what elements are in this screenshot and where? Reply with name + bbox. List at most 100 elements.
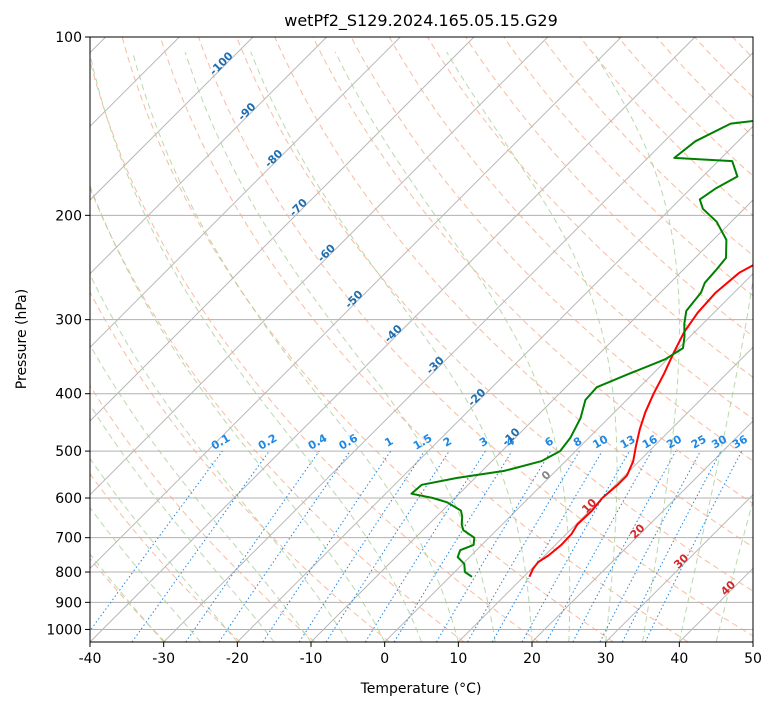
- moist-adiabat-line: [250, 51, 533, 642]
- dry-adiabat-line: [694, 37, 753, 98]
- isotherm-line: [163, 51, 753, 642]
- y-tick-label: 400: [55, 387, 82, 403]
- x-axis-label: Temperature (°C): [360, 681, 482, 697]
- y-tick-label: 800: [55, 565, 82, 581]
- mixing-ratio-lines: [90, 450, 743, 642]
- dry-adiabat-label: -30: [424, 354, 447, 377]
- mixing-ratio-line: [325, 450, 450, 642]
- moist-adiabat-line: [446, 51, 618, 642]
- dry-adiabat-label: -20: [465, 386, 488, 409]
- dry-adiabat-line: [541, 37, 753, 257]
- dry-adiabat-line: [350, 37, 753, 462]
- y-axis: 100 200 300 400 500 600 700 800 900 1000: [46, 30, 90, 638]
- mixing-ratio-line: [467, 450, 580, 642]
- mixing-ratio-line: [218, 450, 351, 642]
- x-tick-label: -10: [300, 651, 323, 667]
- isotherm-line: [384, 272, 753, 642]
- mixing-ratio-line: [521, 450, 630, 642]
- mixing-ratio-label: 1: [382, 435, 395, 450]
- isotherm-line: [90, 37, 254, 201]
- moist-adiabat-line: [715, 499, 753, 642]
- isotherm-line: [752, 641, 753, 642]
- x-tick-label: 0: [380, 651, 389, 667]
- mixing-ratio-label: 20: [664, 432, 684, 451]
- mixing-ratio-label: 0.2: [256, 432, 279, 453]
- isotherm-line: [457, 346, 753, 642]
- x-axis: -40 -30 -20 -10 0 10 20 30 40 50: [79, 642, 762, 667]
- isotherm-line: [678, 567, 753, 642]
- dry-adiabat-label: -90: [235, 100, 258, 123]
- isotherm-line: [90, 37, 475, 422]
- mixing-ratio-line: [599, 450, 701, 642]
- isotherm-line: [90, 37, 401, 349]
- moist-adiabat-line: [90, 273, 349, 642]
- moist-adiabat-line: [132, 51, 459, 642]
- dry-adiabat-line: [274, 37, 753, 548]
- dry-adiabat-line: [236, 37, 753, 592]
- mixing-ratio-line: [545, 450, 653, 642]
- moist-adiabat-line: [90, 184, 386, 642]
- mixing-ratio-line: [393, 450, 513, 642]
- y-tick-label: 700: [55, 531, 82, 547]
- mixing-ratio-label: 6: [543, 434, 556, 449]
- mixing-ratio-label: 2: [441, 435, 454, 450]
- mixing-ratio-line: [491, 450, 603, 642]
- dry-adiabat-line: [121, 37, 614, 642]
- x-tick-label: -40: [79, 651, 102, 667]
- mixing-ratio-label: 10: [591, 432, 611, 451]
- x-tick-label: -30: [152, 651, 175, 667]
- plot-frame: [89, 36, 754, 643]
- dry-adiabat-line: [312, 37, 753, 505]
- y-tick-label: 600: [55, 491, 82, 507]
- isotherm-line: [605, 493, 753, 642]
- y-tick-label: 900: [55, 595, 82, 611]
- plot-area: 0.1 0.2 0.4 0.6 1 1.5 2 3 4 6 8 10 13 16 20 25 30 36-100-…: [90, 37, 753, 642]
- x-tick-label: 10: [449, 651, 467, 667]
- dry-adiabat-line: [90, 384, 316, 642]
- dry-adiabat-label: -50: [342, 288, 365, 311]
- mixing-ratio-line: [185, 450, 320, 642]
- chart-title: wetPf2_S129.2024.165.05.15.G29: [284, 11, 558, 31]
- dry-adiabat-label: 30: [671, 551, 691, 571]
- dry-adiabat-label: -60: [315, 241, 338, 264]
- dry-adiabat-line: [198, 37, 753, 637]
- x-tick-label: 30: [597, 651, 615, 667]
- mixing-ratio-label: 0.4: [306, 431, 330, 452]
- x-tick-label: 40: [670, 651, 688, 667]
- y-axis-label: Pressure (hPa): [14, 289, 30, 389]
- dry-adiabat-label: -80: [262, 147, 285, 170]
- mixing-ratio-line: [621, 450, 722, 642]
- y-tick-label: 200: [55, 208, 82, 224]
- dry-adiabat-line: [656, 37, 753, 138]
- y-tick-label: 100: [55, 30, 82, 46]
- reference-line-labels: 0.1 0.2 0.4 0.6 1 1.5 2 3 4 6 8 10 13 16 20 25 30 36-100-…: [207, 49, 750, 598]
- dewpoint-profile-line: [410, 120, 753, 578]
- mixing-ratio-label: 16: [640, 432, 660, 451]
- mixing-ratio-label: 25: [689, 433, 709, 452]
- isotherm-line: [236, 125, 753, 642]
- isotherm-line: [90, 37, 622, 570]
- dry-adiabat-line: [617, 37, 753, 177]
- x-tick-label: 20: [523, 651, 541, 667]
- dry-adiabat-line: [465, 37, 753, 337]
- mixing-ratio-line: [90, 450, 223, 632]
- dry-adiabat-lines: [90, 37, 753, 642]
- y-tick-label: 300: [55, 313, 82, 329]
- dry-adiabat-line: [90, 59, 540, 642]
- y-tick-label: 500: [55, 444, 82, 460]
- isotherm-line: [90, 37, 328, 275]
- dry-adiabat-label: -10: [499, 425, 522, 448]
- isotherm-line: [531, 420, 753, 642]
- temperature-profile-line: [528, 264, 753, 578]
- mixing-ratio-label: 30: [709, 432, 729, 451]
- moist-adiabat-line: [90, 457, 238, 642]
- moist-adiabat-line: [90, 51, 422, 642]
- moist-adiabat-line: [334, 51, 571, 642]
- y-tick-label: 1000: [46, 622, 82, 638]
- x-tick-label: -20: [226, 651, 249, 667]
- dry-adiabat-line: [426, 37, 753, 378]
- moist-adiabat-line: [90, 553, 165, 642]
- dry-adiabat-line: [159, 37, 689, 642]
- moist-adiabat-line: [90, 343, 312, 642]
